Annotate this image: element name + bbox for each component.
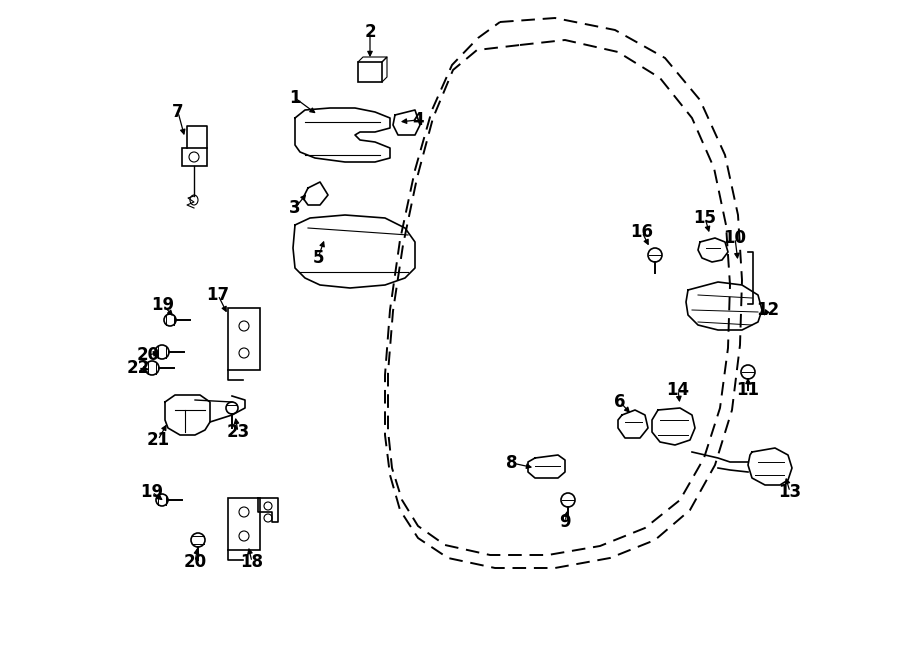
Text: 13: 13 — [778, 483, 802, 501]
Text: 21: 21 — [147, 431, 169, 449]
Text: 4: 4 — [412, 111, 424, 129]
Text: 16: 16 — [631, 223, 653, 241]
Bar — [228, 308, 260, 370]
Text: 1: 1 — [289, 89, 301, 107]
Text: 19: 19 — [151, 296, 175, 314]
Text: 20: 20 — [184, 553, 207, 571]
Text: 9: 9 — [559, 513, 571, 531]
Text: 23: 23 — [227, 423, 249, 441]
Text: 2: 2 — [364, 23, 376, 41]
Text: 7: 7 — [172, 103, 184, 121]
Text: 8: 8 — [506, 454, 518, 472]
Bar — [228, 498, 260, 550]
Text: 6: 6 — [614, 393, 626, 411]
Text: 17: 17 — [206, 286, 230, 304]
Text: 19: 19 — [140, 483, 164, 501]
Text: 5: 5 — [312, 249, 324, 267]
Text: 15: 15 — [694, 209, 716, 227]
Text: 3: 3 — [289, 199, 301, 217]
Bar — [182, 148, 207, 166]
Bar — [358, 62, 382, 82]
Text: 12: 12 — [756, 301, 779, 319]
Text: 20: 20 — [137, 346, 159, 364]
Text: 18: 18 — [240, 553, 264, 571]
Text: 10: 10 — [724, 229, 746, 247]
Text: 11: 11 — [736, 381, 760, 399]
Text: 14: 14 — [666, 381, 689, 399]
Text: 22: 22 — [126, 359, 149, 377]
